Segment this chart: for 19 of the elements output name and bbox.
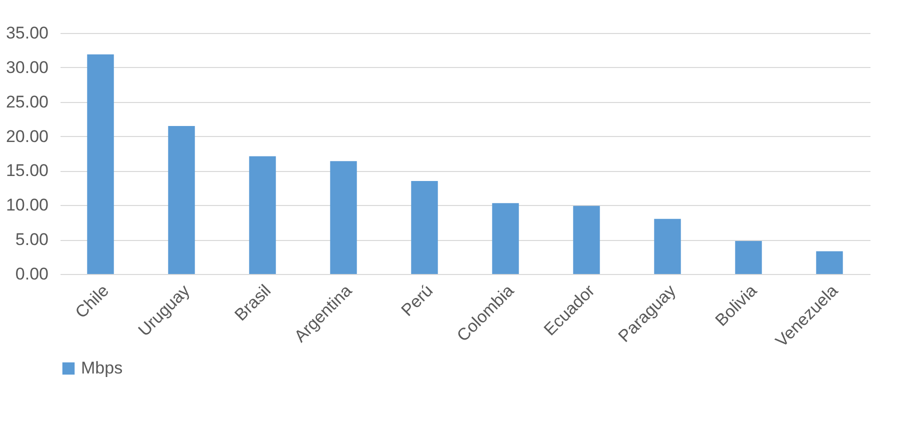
- bar: [816, 251, 843, 274]
- y-tick-label: 20.00: [6, 126, 48, 146]
- bar: [87, 54, 114, 274]
- bar: [492, 203, 519, 274]
- y-tick-label: 30.00: [6, 58, 48, 77]
- bar: [330, 161, 357, 274]
- bar: [573, 206, 600, 274]
- bar: [168, 126, 195, 274]
- bar: [654, 218, 681, 274]
- y-tick-label: 0.00: [15, 264, 48, 284]
- y-tick-label: 35.00: [6, 24, 48, 42]
- bar: [735, 240, 762, 274]
- y-tick-label: 10.00: [6, 196, 48, 215]
- y-tick-label: 15.00: [6, 161, 48, 180]
- bar: [411, 181, 438, 274]
- legend-label: Mbps: [81, 358, 123, 378]
- y-tick-label: 25.00: [6, 92, 48, 112]
- bar: [249, 156, 276, 274]
- y-tick-label: 5.00: [15, 230, 48, 250]
